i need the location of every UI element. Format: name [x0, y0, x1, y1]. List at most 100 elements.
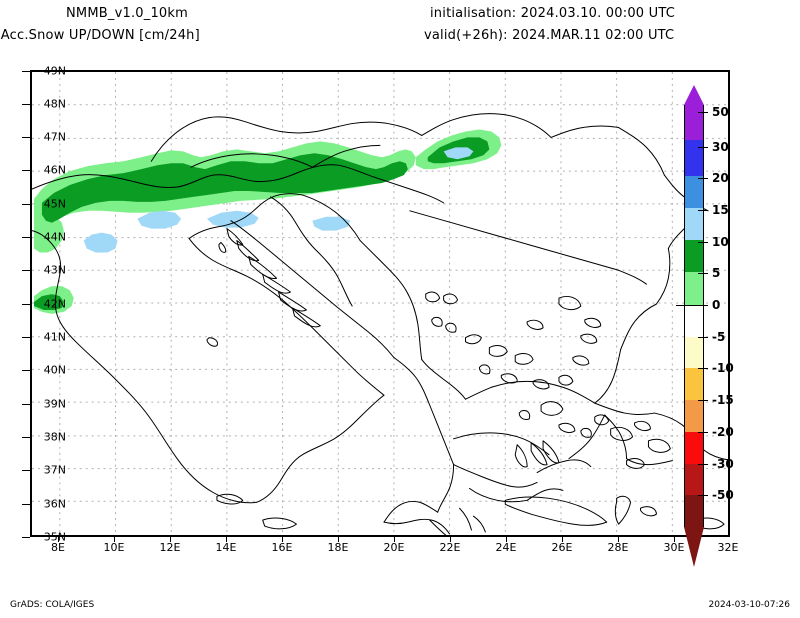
y-tick-label: 43N: [43, 263, 66, 277]
colorbar-label: -50: [712, 488, 734, 502]
y-tick-mark: [22, 437, 30, 438]
y-tick-mark: [22, 504, 30, 505]
colorbar-label: -5: [712, 330, 726, 344]
colorbar-label: -10: [712, 361, 734, 375]
header-valid-time: valid(+26h): 2024.MAR.11 02:00 UTC: [424, 28, 675, 43]
colorbar-band-30[interactable]: [684, 140, 704, 176]
snow-contour-15-20: [83, 147, 474, 253]
x-tick-label: 16E: [271, 541, 293, 554]
colorbar-tick: [698, 368, 708, 369]
y-tick-label: 36N: [43, 497, 66, 511]
snow-contour-10-15: [33, 137, 490, 310]
x-tick-mark: [506, 537, 507, 542]
y-tick-mark: [22, 304, 30, 305]
y-tick-label: 35N: [43, 530, 66, 544]
colorbar-band-minus10[interactable]: [684, 368, 704, 400]
colorbar-band-50[interactable]: [684, 105, 704, 140]
x-tick-mark: [562, 537, 563, 542]
colorbar-band-minus30[interactable]: [684, 464, 704, 495]
y-tick-label: 38N: [43, 430, 66, 444]
colorbar-label: -30: [712, 457, 734, 471]
colorbar-tick: [698, 273, 708, 274]
colorbar-label: -15: [712, 393, 734, 407]
x-tick-label: 10E: [103, 541, 125, 554]
x-tick-mark: [226, 537, 227, 542]
x-tick-mark: [450, 537, 451, 542]
colorbar-tick: [698, 464, 708, 465]
colorbar-tick: [698, 305, 708, 306]
y-tick-label: 47N: [43, 130, 66, 144]
colorbar-zero-tick: [676, 305, 698, 306]
header-initialisation: initialisation: 2024.03.10. 00:00 UTC: [430, 6, 675, 21]
y-tick-mark: [22, 104, 30, 105]
y-tick-label: 46N: [43, 163, 66, 177]
x-tick-label: 22E: [439, 541, 461, 554]
y-tick-label: 37N: [43, 463, 66, 477]
colorbar-legend[interactable]: 50 30 20 15 10 5 0 -5 -10 -15 -20 -30 -5…: [676, 85, 734, 567]
colorbar-tick: [698, 147, 708, 148]
y-tick-label: 48N: [43, 97, 66, 111]
x-tick-label: 18E: [327, 541, 349, 554]
footer-timestamp: 2024-03-10-07:26: [708, 600, 791, 610]
y-tick-label: 41N: [43, 330, 66, 344]
y-tick-label: 39N: [43, 397, 66, 411]
colorbar-band-10[interactable]: [684, 240, 704, 272]
colorbar-tick: [698, 337, 708, 338]
colorbar-extend-bottom: [684, 527, 704, 567]
x-tick-mark: [618, 537, 619, 542]
colorbar-label: 0: [712, 298, 721, 312]
colorbar-band-minus15[interactable]: [684, 400, 704, 432]
colorbar-tick: [698, 400, 708, 401]
x-tick-label: 8E: [51, 541, 65, 554]
colorbar-label: 15: [712, 203, 729, 217]
colorbar-tick: [698, 242, 708, 243]
colorbar-label: 10: [712, 235, 729, 249]
colorbar-label: 20: [712, 171, 729, 185]
y-tick-mark: [22, 137, 30, 138]
x-tick-label: 12E: [159, 541, 181, 554]
colorbar-label: -20: [712, 425, 734, 439]
colorbar-tick: [698, 432, 708, 433]
colorbar-label: 5: [712, 266, 721, 280]
header-model-name: NMMB_v1.0_10km: [66, 6, 188, 21]
colorbar-label: 50: [712, 105, 729, 119]
colorbar-band-minus20[interactable]: [684, 432, 704, 464]
y-tick-label: 49N: [43, 64, 66, 78]
colorbar-band-15[interactable]: [684, 208, 704, 240]
x-tick-label: 24E: [495, 541, 517, 554]
y-tick-label: 45N: [43, 197, 66, 211]
y-tick-mark: [22, 470, 30, 471]
y-tick-mark: [22, 204, 30, 205]
map-svg: [32, 72, 728, 535]
map-plot-area[interactable]: [30, 70, 730, 537]
y-tick-mark: [22, 237, 30, 238]
colorbar-tick: [698, 495, 708, 496]
y-tick-mark: [22, 537, 30, 538]
x-tick-mark: [394, 537, 395, 542]
colorbar-tick: [698, 178, 708, 179]
x-tick-label: 30E: [663, 541, 685, 554]
colorbar-band-5[interactable]: [684, 272, 704, 305]
map-gridlines: [32, 72, 728, 535]
header-field-name: n Acc.Snow UP/DOWN [cm/24h]: [0, 28, 200, 43]
colorbar-band-0[interactable]: [684, 305, 704, 337]
colorbar-tick: [698, 210, 708, 211]
map-canvas: [32, 72, 728, 535]
colorbar-band-20[interactable]: [684, 176, 704, 208]
y-tick-label: 44N: [43, 230, 66, 244]
y-tick-label: 40N: [43, 363, 66, 377]
x-tick-mark: [282, 537, 283, 542]
colorbar-label: 30: [712, 140, 729, 154]
x-tick-label: 26E: [551, 541, 573, 554]
y-tick-mark: [22, 337, 30, 338]
x-tick-label: 28E: [607, 541, 629, 554]
colorbar-band-minus5[interactable]: [684, 337, 704, 368]
colorbar-band-minus50[interactable]: [684, 495, 704, 527]
y-tick-mark: [22, 170, 30, 171]
y-tick-mark: [22, 404, 30, 405]
x-tick-label: 14E: [215, 541, 237, 554]
y-tick-label: 42N: [43, 297, 66, 311]
x-tick-label: 20E: [383, 541, 405, 554]
y-tick-mark: [22, 270, 30, 271]
x-tick-mark: [338, 537, 339, 542]
